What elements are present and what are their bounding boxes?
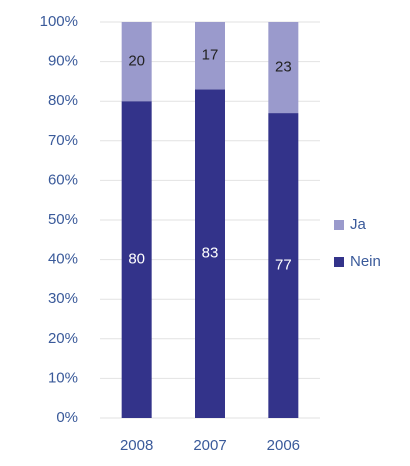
y-tick-label: 50% bbox=[48, 211, 78, 228]
legend-swatch bbox=[334, 257, 344, 267]
data-label: 77 bbox=[275, 257, 292, 274]
y-tick-label: 0% bbox=[56, 409, 78, 426]
legend-swatch bbox=[334, 220, 344, 230]
bar-segment bbox=[195, 89, 225, 418]
y-tick-label: 80% bbox=[48, 92, 78, 109]
legend-label: Nein bbox=[350, 253, 381, 270]
bar-segment bbox=[195, 22, 225, 90]
legend-label: Ja bbox=[350, 216, 367, 233]
y-tick-label: 70% bbox=[48, 132, 78, 149]
bar-segment bbox=[268, 22, 299, 114]
y-tick-label: 100% bbox=[40, 13, 78, 30]
data-label: 20 bbox=[128, 53, 145, 70]
x-tick-label: 2007 bbox=[193, 437, 226, 454]
bar-segment bbox=[268, 113, 299, 418]
y-tick-label: 60% bbox=[48, 171, 78, 188]
y-tick-label: 10% bbox=[48, 369, 78, 386]
y-tick-label: 30% bbox=[48, 290, 78, 307]
data-label: 23 bbox=[275, 59, 292, 76]
data-label: 17 bbox=[202, 47, 219, 64]
bar-segment bbox=[121, 101, 152, 418]
y-tick-label: 90% bbox=[48, 53, 78, 70]
x-tick-label: 2008 bbox=[120, 437, 153, 454]
y-tick-label: 40% bbox=[48, 251, 78, 268]
y-tick-label: 20% bbox=[48, 330, 78, 347]
x-tick-label: 2006 bbox=[267, 437, 300, 454]
data-label: 80 bbox=[128, 251, 145, 268]
bar-segment bbox=[121, 22, 152, 102]
data-label: 83 bbox=[202, 245, 219, 262]
